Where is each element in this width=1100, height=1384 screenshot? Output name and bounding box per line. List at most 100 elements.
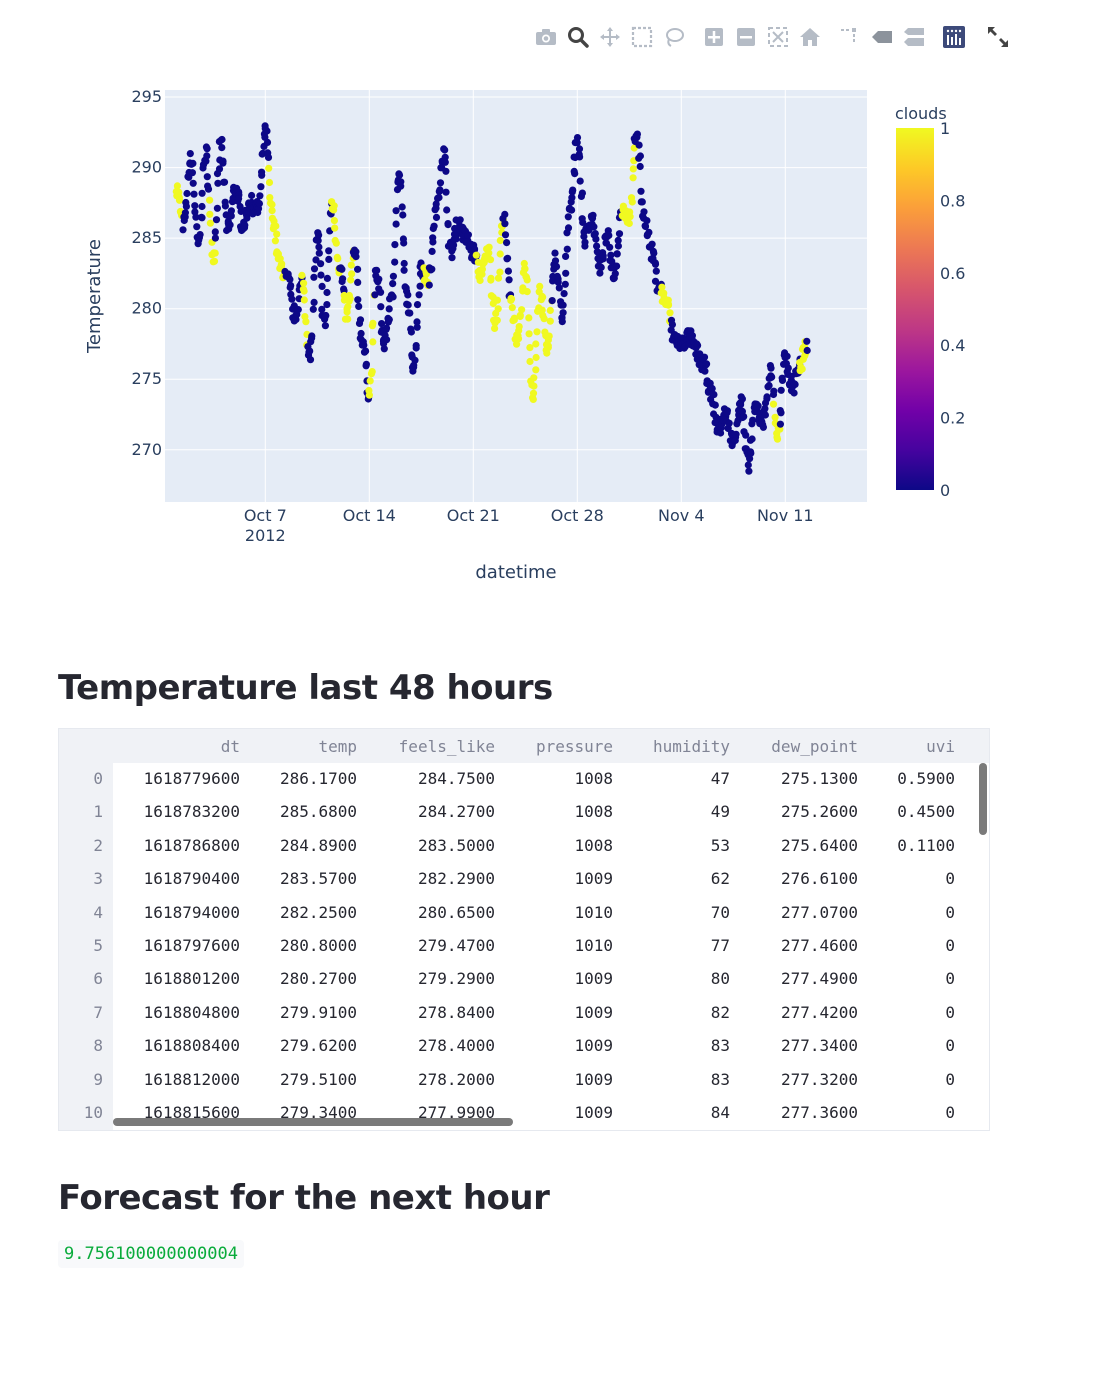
data-point[interactable] [347, 261, 355, 269]
data-point[interactable] [318, 305, 326, 313]
data-point[interactable] [508, 295, 516, 303]
data-point[interactable] [428, 265, 436, 273]
data-point[interactable] [555, 284, 563, 292]
data-point[interactable] [539, 293, 547, 301]
data-point[interactable] [314, 237, 322, 245]
data-point[interactable] [226, 221, 234, 229]
data-point[interactable] [315, 249, 323, 257]
data-point[interactable] [323, 288, 331, 297]
data-point[interactable] [777, 386, 785, 394]
horizontal-scrollbar-thumb[interactable] [113, 1118, 513, 1126]
data-point[interactable] [354, 278, 362, 286]
zoom-out-icon[interactable] [730, 22, 762, 52]
data-point[interactable] [769, 400, 778, 408]
data-point[interactable] [432, 200, 440, 208]
data-point[interactable] [651, 277, 660, 285]
data-point[interactable] [378, 320, 386, 328]
data-point[interactable] [441, 158, 449, 166]
data-point[interactable] [268, 207, 276, 215]
data-point[interactable] [573, 134, 582, 142]
data-point[interactable] [206, 210, 214, 218]
data-point[interactable] [613, 262, 621, 270]
data-point[interactable] [614, 236, 622, 244]
data-point[interactable] [472, 251, 480, 259]
data-point[interactable] [508, 304, 516, 312]
data-point[interactable] [306, 347, 314, 355]
data-point[interactable] [638, 198, 646, 206]
data-point[interactable] [371, 291, 379, 299]
data-point[interactable] [532, 366, 540, 374]
data-point[interactable] [591, 230, 599, 238]
data-point[interactable] [198, 202, 206, 211]
hover-compare-icon[interactable] [898, 22, 930, 52]
data-point[interactable] [487, 276, 495, 284]
data-point[interactable] [404, 301, 412, 309]
data-points[interactable] [172, 122, 811, 475]
data-point[interactable] [645, 228, 653, 236]
data-point[interactable] [258, 150, 266, 158]
data-point[interactable] [218, 135, 226, 144]
vertical-scrollbar[interactable] [979, 763, 987, 1130]
data-point[interactable] [258, 168, 266, 176]
data-point[interactable] [744, 461, 752, 469]
zoom-in-icon[interactable] [698, 22, 730, 52]
data-point[interactable] [633, 130, 642, 138]
data-point[interactable] [576, 153, 584, 161]
data-point[interactable] [368, 368, 376, 376]
data-point[interactable] [544, 344, 552, 352]
data-point[interactable] [529, 389, 538, 397]
data-point[interactable] [552, 263, 561, 271]
data-point[interactable] [629, 174, 637, 182]
column-header[interactable]: dt [220, 737, 240, 756]
data-point[interactable] [399, 211, 407, 219]
data-point[interactable] [767, 364, 775, 372]
data-point[interactable] [203, 145, 211, 153]
data-point[interactable] [776, 407, 784, 415]
data-point[interactable] [493, 316, 501, 324]
data-point[interactable] [354, 265, 362, 273]
reset-axes-icon[interactable] [794, 22, 826, 52]
data-point[interactable] [562, 269, 570, 277]
data-point[interactable] [398, 203, 406, 211]
data-point[interactable] [192, 213, 200, 221]
data-point[interactable] [529, 395, 537, 403]
data-point[interactable] [648, 240, 656, 248]
data-point[interactable] [354, 296, 362, 304]
data-point[interactable] [375, 275, 383, 283]
data-point[interactable] [456, 216, 464, 224]
data-point[interactable] [723, 409, 731, 417]
data-point[interactable] [530, 374, 538, 382]
data-point[interactable] [441, 153, 449, 161]
data-point[interactable] [658, 283, 666, 291]
data-point[interactable] [385, 305, 393, 313]
data-point[interactable] [701, 367, 709, 375]
data-point[interactable] [315, 231, 323, 239]
data-point[interactable] [203, 173, 211, 181]
data-point[interactable] [593, 242, 601, 250]
data-point[interactable] [504, 254, 512, 262]
column-header[interactable]: humidity [652, 737, 730, 756]
data-point[interactable] [369, 338, 377, 346]
data-point[interactable] [626, 213, 634, 221]
data-point[interactable] [559, 301, 567, 309]
data-point[interactable] [778, 374, 786, 382]
data-point[interactable] [369, 319, 377, 327]
data-point[interactable] [323, 301, 331, 309]
data-point[interactable] [268, 201, 276, 209]
data-point[interactable] [210, 257, 219, 265]
data-point[interactable] [526, 344, 534, 352]
data-point[interactable] [444, 221, 452, 229]
data-point[interactable] [651, 260, 660, 268]
data-point[interactable] [589, 211, 597, 219]
data-point[interactable] [206, 219, 214, 227]
data-point[interactable] [607, 251, 615, 259]
data-point[interactable] [613, 250, 621, 258]
data-point[interactable] [530, 382, 538, 390]
data-point[interactable] [803, 337, 811, 345]
data-point[interactable] [783, 352, 791, 360]
data-point[interactable] [666, 309, 674, 317]
data-point[interactable] [173, 182, 181, 190]
data-point[interactable] [413, 301, 422, 309]
data-point[interactable] [428, 247, 436, 255]
data-point[interactable] [711, 401, 719, 409]
